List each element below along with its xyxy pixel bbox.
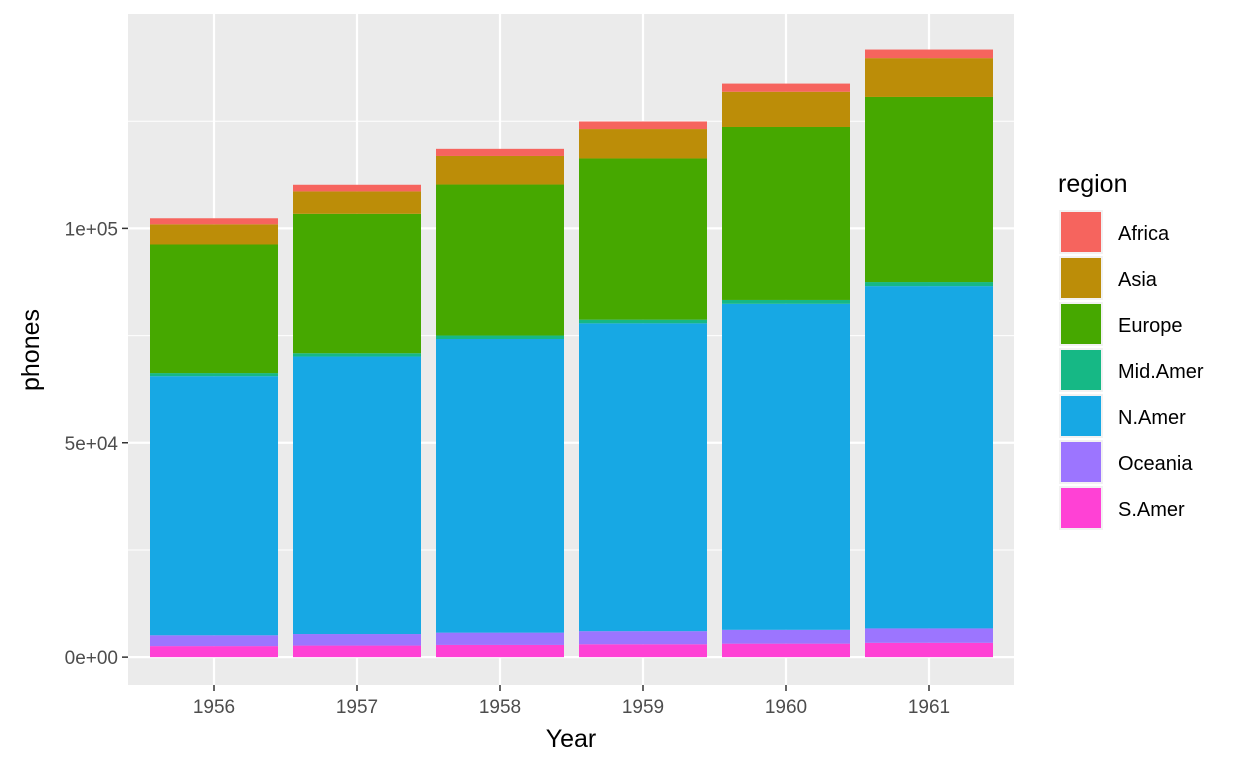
x-axis-title: Year bbox=[546, 725, 597, 753]
bar-segment-africa bbox=[865, 49, 993, 59]
legend-label: Asia bbox=[1118, 269, 1158, 291]
bar-segment-s-amer bbox=[722, 643, 850, 658]
legend-label: S.Amer bbox=[1118, 499, 1185, 521]
bar-segment-asia bbox=[722, 91, 850, 127]
bar-segment-mid-amer bbox=[579, 319, 707, 324]
bar-segment-s-amer bbox=[865, 642, 993, 658]
legend-swatch bbox=[1061, 258, 1101, 298]
x-tick-label: 1960 bbox=[765, 697, 807, 718]
bar-segment-europe bbox=[436, 184, 564, 336]
bar-segment-asia bbox=[293, 191, 421, 214]
bar-segment-mid-amer bbox=[865, 282, 993, 287]
bar-segment-oceania bbox=[579, 631, 707, 645]
legend-swatch bbox=[1061, 350, 1101, 390]
y-tick-label: 1e+05 bbox=[65, 219, 118, 240]
bar-segment-europe bbox=[579, 158, 707, 320]
y-tick-label: 0e+00 bbox=[65, 648, 118, 669]
bar-segment-oceania bbox=[436, 632, 564, 645]
bar-segment-africa bbox=[722, 83, 850, 92]
legend-label: Oceania bbox=[1118, 453, 1193, 475]
bar-segment-s-amer bbox=[579, 644, 707, 658]
legend-swatch bbox=[1061, 396, 1101, 436]
y-tick-label: 5e+04 bbox=[65, 434, 119, 455]
legend-swatch bbox=[1061, 442, 1101, 482]
x-tick-label: 1959 bbox=[622, 697, 664, 718]
bar-segment-africa bbox=[293, 184, 421, 192]
bar-segment-africa bbox=[436, 148, 564, 156]
bar-segment-mid-amer bbox=[293, 353, 421, 357]
bar-segment-asia bbox=[436, 155, 564, 185]
bar-segment-n-amer bbox=[150, 376, 278, 636]
bar-segment-n-amer bbox=[722, 303, 850, 630]
bar-segment-asia bbox=[150, 224, 278, 245]
bar-segment-mid-amer bbox=[722, 299, 850, 304]
bar-segment-oceania bbox=[150, 635, 278, 647]
y-axis: 0e+00 5e+04 1e+05 bbox=[65, 219, 128, 669]
legend-swatch bbox=[1061, 488, 1101, 528]
x-tick-label: 1958 bbox=[479, 697, 521, 718]
bar-segment-europe bbox=[293, 213, 421, 354]
bar-segment-s-amer bbox=[293, 645, 421, 658]
bar-segment-europe bbox=[865, 96, 993, 283]
bar-segment-asia bbox=[579, 129, 707, 159]
x-tick-label: 1957 bbox=[336, 697, 378, 718]
x-axis: 1956 1957 1958 1959 1960 1961 bbox=[193, 685, 950, 718]
legend: region Africa Asia Europe Mid.Amer N.Amer Oce… bbox=[1058, 170, 1204, 530]
legend-label: Mid.Amer bbox=[1118, 361, 1204, 383]
bar-segment-asia bbox=[865, 58, 993, 97]
x-tick-label: 1956 bbox=[193, 697, 235, 718]
bar-segment-s-amer bbox=[150, 646, 278, 658]
bar-segment-s-amer bbox=[436, 644, 564, 658]
y-axis-title: phones bbox=[17, 309, 45, 391]
bar-segment-n-amer bbox=[579, 323, 707, 632]
bar-segment-europe bbox=[722, 126, 850, 300]
bar-segment-oceania bbox=[293, 634, 421, 646]
bar-segment-europe bbox=[150, 244, 278, 374]
bar-segment-n-amer bbox=[436, 339, 564, 633]
bar-segment-mid-amer bbox=[150, 373, 278, 377]
bar-segment-n-amer bbox=[865, 286, 993, 629]
x-tick-label: 1961 bbox=[908, 697, 950, 718]
bar-segment-africa bbox=[150, 218, 278, 225]
bar-segment-oceania bbox=[865, 628, 993, 643]
legend-label: N.Amer bbox=[1118, 407, 1186, 429]
bar-segment-mid-amer bbox=[436, 335, 564, 340]
legend-label: Africa bbox=[1118, 223, 1170, 245]
legend-swatch bbox=[1061, 304, 1101, 344]
legend-swatch bbox=[1061, 212, 1101, 252]
bar-segment-oceania bbox=[722, 629, 850, 644]
legend-title: region bbox=[1058, 170, 1128, 198]
bar-segment-africa bbox=[579, 121, 707, 130]
legend-label: Europe bbox=[1118, 315, 1183, 337]
bar-stacks bbox=[150, 49, 993, 658]
bar-segment-n-amer bbox=[293, 356, 421, 635]
